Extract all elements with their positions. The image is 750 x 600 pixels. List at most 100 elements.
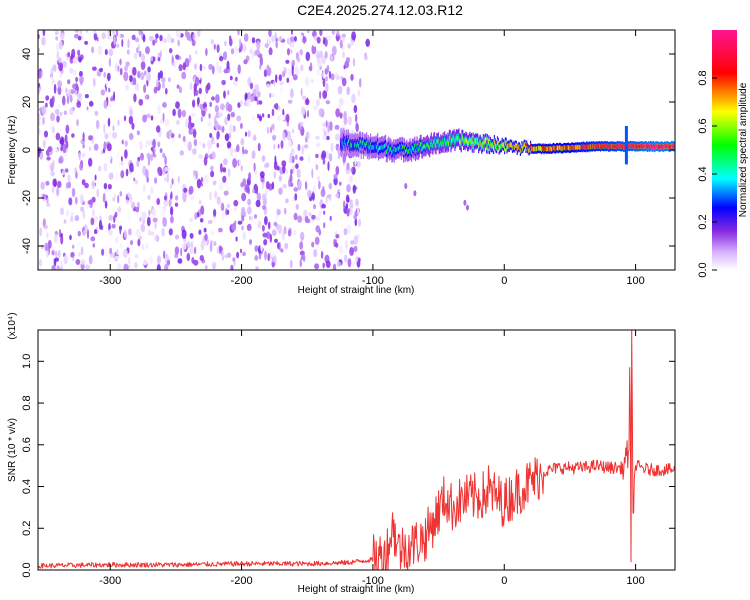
- heatmap-cell: [665, 144, 667, 149]
- heatmap-cell: [147, 156, 150, 166]
- heatmap-cell: [164, 166, 169, 172]
- heatmap-cell: [77, 230, 82, 237]
- heatmap-cell: [291, 128, 294, 134]
- heatmap-cell: [96, 188, 99, 198]
- heatmap-cell: [341, 77, 347, 87]
- heatmap-cell: [312, 41, 318, 47]
- heatmap-cell: [463, 139, 465, 145]
- heatmap-cell: [227, 90, 230, 96]
- heatmap-cell: [481, 143, 484, 148]
- heatmap-cell: [566, 145, 568, 150]
- heatmap-cell: [46, 249, 49, 258]
- heatmap-cell: [322, 186, 325, 192]
- heatmap-cell: [81, 179, 86, 186]
- heatmap-cell: [131, 34, 136, 41]
- heatmap-cell: [295, 203, 299, 210]
- heatmap-cell: [218, 227, 223, 233]
- heatmap-cell: [636, 144, 638, 149]
- heatmap-cell: [459, 139, 462, 144]
- heatmap-cell: [258, 251, 262, 260]
- heatmap-cell: [189, 217, 194, 223]
- heatmap-cell: [129, 109, 133, 117]
- heatmap-cell: [638, 144, 640, 149]
- heatmap-cell: [257, 142, 261, 152]
- heatmap-cell: [227, 113, 231, 121]
- heatmap-cell: [193, 83, 197, 92]
- heatmap-cell: [129, 193, 133, 203]
- heatmap-cell: [125, 168, 129, 177]
- heatmap-cell: [80, 206, 85, 212]
- heatmap-cell: [315, 135, 320, 140]
- heatmap-cell: [116, 151, 120, 159]
- heatmap-cell: [403, 145, 406, 150]
- heatmap-cell: [192, 131, 197, 137]
- heatmap-cell: [417, 148, 419, 153]
- heatmap-cell: [322, 158, 326, 165]
- heatmap-cell: [204, 106, 208, 113]
- heatmap-cell: [623, 144, 625, 150]
- heatmap-cell: [108, 103, 112, 109]
- heatmap-cell: [75, 196, 78, 205]
- heatmap-cell: [161, 227, 165, 237]
- heatmap-cell: [672, 143, 674, 148]
- heatmap-cell: [132, 77, 137, 86]
- heatmap-cell: [577, 145, 579, 150]
- heatmap-cell: [246, 99, 251, 107]
- heatmap-cell: [244, 92, 248, 100]
- heatmap-cell: [568, 146, 570, 151]
- heatmap-cell: [172, 108, 176, 117]
- heatmap-cell: [282, 230, 285, 241]
- heatmap-cell: [548, 147, 551, 152]
- heatmap-cell: [242, 251, 246, 257]
- heatmap-cell: [62, 143, 67, 154]
- heatmap-cell: [630, 143, 633, 149]
- heatmap-cell: [94, 215, 98, 222]
- heatmap-cell: [233, 199, 239, 207]
- heatmap-cell: [176, 30, 181, 39]
- heatmap-cell: [102, 192, 106, 203]
- heatmap-cell: [205, 265, 208, 270]
- heatmap-cell: [47, 146, 52, 153]
- heatmap-cell: [289, 152, 293, 163]
- heatmap-cell: [139, 217, 142, 222]
- heatmap-cell: [346, 138, 348, 143]
- heatmap-cell: [430, 139, 432, 144]
- heatmap-cell: [435, 143, 437, 148]
- heatmap-cell: [121, 38, 124, 48]
- heatmap-cell: [548, 146, 550, 151]
- heatmap-cell: [117, 65, 120, 72]
- heatmap-cell: [161, 77, 166, 83]
- heatmap-cell: [125, 84, 129, 91]
- heatmap-cell: [662, 144, 664, 150]
- heatmap-cell: [137, 238, 141, 247]
- heatmap-cell: [300, 106, 306, 116]
- heatmap-cell: [649, 143, 651, 148]
- heatmap-cell: [500, 144, 502, 149]
- heatmap-cell: [322, 90, 328, 99]
- heatmap-cell: [243, 59, 248, 65]
- heatmap-cell: [290, 42, 295, 48]
- heatmap-cell: [208, 113, 211, 119]
- heatmap-cell: [645, 144, 647, 149]
- heatmap-cell: [253, 134, 256, 141]
- heatmap-cell: [411, 150, 413, 155]
- heatmap-cell: [123, 71, 129, 82]
- heatmap-outlier: [466, 204, 469, 211]
- heatmap-cell: [362, 145, 365, 151]
- heatmap-cell: [271, 249, 276, 258]
- heatmap-cell: [82, 143, 85, 149]
- heatmap-cell: [357, 206, 360, 215]
- heatmap-cell: [489, 145, 491, 150]
- heatmap-cell: [411, 146, 413, 151]
- heatmap-cell: [108, 215, 114, 221]
- heatmap-cell: [322, 262, 325, 269]
- heatmap-cell: [235, 76, 238, 82]
- heatmap-cell: [296, 57, 301, 63]
- heatmap-cell: [67, 181, 71, 189]
- heatmap-cell: [113, 193, 116, 201]
- heatmap-cell: [151, 208, 157, 217]
- heatmap-cell: [613, 144, 615, 149]
- heatmap-cell: [176, 84, 180, 89]
- heatmap-cell: [484, 139, 486, 144]
- heatmap-cell: [223, 41, 227, 46]
